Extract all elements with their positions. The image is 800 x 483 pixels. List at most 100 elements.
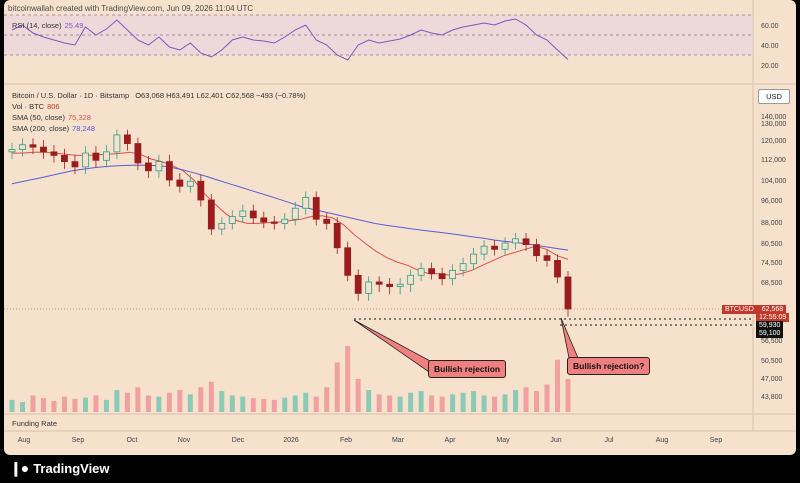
volume-bar	[355, 379, 361, 412]
volume-bar	[534, 391, 540, 412]
price-tick-label: 47,000	[761, 376, 783, 383]
rsi-legend: RSI (14, close) 25.49	[12, 21, 83, 30]
volume-bar	[492, 396, 498, 412]
candle-body	[134, 143, 142, 164]
candle-body	[302, 197, 310, 209]
volume-bar	[103, 399, 109, 412]
candle-body	[19, 144, 26, 150]
candle-body	[8, 149, 16, 153]
candle-body	[92, 152, 100, 161]
volume-bar	[324, 387, 330, 412]
ohlc-values: O63,068 H63,491 L62,401 C62,568 −493 (−0…	[135, 91, 306, 100]
time-tick-label: 2026	[283, 437, 299, 444]
candle-body	[71, 161, 79, 168]
rsi-legend-label: RSI (14, close)	[12, 21, 62, 30]
symbol-price-tag: BTCUSD 62,568	[722, 305, 787, 314]
volume-bar	[261, 398, 267, 412]
time-tick-label: May	[496, 437, 510, 444]
candle-body	[386, 283, 394, 287]
price-tick-label: 120,000	[761, 138, 786, 145]
price-tick-label: 56,500	[761, 338, 783, 345]
candle-body	[249, 210, 257, 219]
countdown-tag: 12:55:09	[756, 313, 790, 322]
level-tag-2: 59,100	[756, 329, 784, 338]
sma200-line	[11, 164, 569, 251]
candle-body	[155, 161, 163, 172]
sma200-legend-label: SMA (200, close)	[12, 124, 70, 133]
rsi-legend-value: 25.49	[64, 21, 84, 30]
rsi-tick-label: 40.00	[761, 43, 779, 50]
price-tick-label: 130,000	[761, 121, 786, 128]
candle-body	[344, 247, 352, 276]
level-tag-1: 59,930	[756, 321, 784, 330]
time-tick-label: Sep	[72, 437, 85, 444]
volume-bar	[124, 392, 130, 412]
volume-bar	[313, 396, 319, 412]
time-tick-label: Oct	[127, 437, 138, 444]
time-tick-label: Jun	[550, 437, 561, 444]
callout-bullish-rejection: Bullish rejection	[428, 360, 507, 378]
price-tick-label: 74,500	[761, 260, 783, 267]
candle-body	[197, 180, 205, 201]
volume-bar	[471, 391, 477, 412]
currency-button[interactable]: USD	[758, 89, 790, 104]
volume-bar	[460, 392, 466, 412]
candle-body	[459, 263, 467, 271]
candle-body	[186, 180, 194, 187]
sma200-legend: SMA (200, close) 78,248	[12, 124, 95, 133]
volume-bar	[156, 396, 162, 412]
volume-bar	[481, 395, 487, 412]
volume-bar	[513, 390, 519, 412]
callout-pointer-1	[353, 319, 433, 375]
candle-body	[533, 244, 540, 257]
volume-bar	[555, 359, 561, 412]
volume-bar	[292, 395, 298, 412]
callout-bullish-rejection-question: Bullish rejection?	[567, 357, 651, 375]
candle-body	[50, 151, 58, 156]
candle-body	[449, 269, 457, 280]
rsi-tick-label: 20.00	[761, 63, 779, 70]
candle-body	[543, 255, 551, 261]
volume-bar	[429, 395, 435, 412]
tradingview-logo[interactable]: ❙● TradingView	[10, 458, 110, 478]
price-tick-label: 112,000	[761, 157, 786, 164]
volume-bar	[72, 398, 78, 412]
volume-bar	[30, 395, 36, 412]
candle-body	[480, 245, 488, 255]
time-tick-label: Feb	[340, 437, 352, 444]
volume-bar	[187, 394, 193, 412]
symbol-label: Bitcoin / U.S. Dollar · 1D · Bitstamp	[12, 91, 130, 100]
price-tick-label: 104,000	[761, 178, 786, 185]
candle-body	[144, 162, 152, 172]
candle-body	[123, 134, 131, 144]
volume-bar	[439, 396, 445, 412]
rsi-tick-label: 60.00	[761, 23, 779, 30]
price-tick-label: 96,000	[761, 198, 783, 205]
volume-bar	[19, 402, 25, 412]
price-tick-label: 80,500	[761, 241, 783, 248]
candle-body	[470, 253, 477, 265]
candle-body	[239, 210, 247, 217]
volume-bar	[145, 395, 151, 412]
volume-legend: Vol · BTC 806	[12, 102, 60, 111]
chart-credit: bitcoinwallah created with TradingView.c…	[8, 4, 254, 13]
sma50-legend-value: 75,328	[67, 113, 91, 122]
candle-body	[176, 179, 184, 187]
time-tick-label: Dec	[232, 437, 245, 444]
candle-body	[375, 281, 383, 285]
time-tick-label: Jul	[605, 437, 614, 444]
volume-bar	[303, 392, 309, 412]
volume-bar	[271, 399, 277, 412]
candle-body	[512, 238, 519, 244]
candle-body	[491, 245, 498, 250]
price-legend-symbol: Bitcoin / U.S. Dollar · 1D · Bitstamp O6…	[12, 91, 306, 100]
sma200-legend-value: 78,248	[72, 124, 96, 133]
candle-body	[61, 155, 68, 163]
sma50-legend: SMA (50, close) 75,328	[12, 113, 91, 122]
candle-body	[564, 276, 572, 310]
volume-bar	[334, 362, 340, 412]
volume-bar	[544, 384, 550, 412]
time-tick-label: Mar	[392, 437, 405, 444]
